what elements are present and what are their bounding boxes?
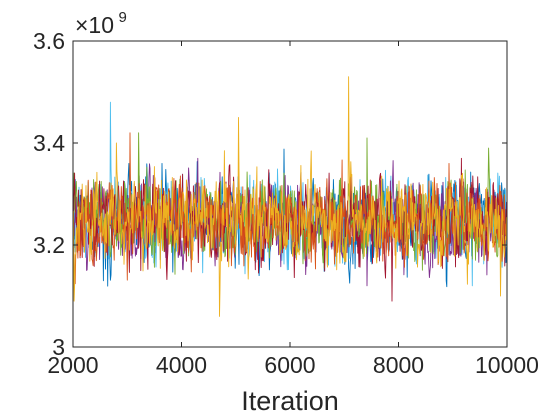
y-tick-label: 3.4 — [33, 130, 65, 156]
x-tick-label: 2000 — [47, 352, 98, 378]
tick-layer: 2000 4000 6000 8000 10000 3 3.2 3.4 3.6 — [33, 28, 539, 378]
x-tick-label: 8000 — [373, 352, 424, 378]
y-tick-label: 3.6 — [33, 28, 65, 54]
y-axis-multiplier: ×10 9 — [75, 9, 127, 38]
y-tick-label: 3 — [52, 334, 65, 360]
x-axis-label: Iteration — [241, 386, 339, 416]
x-tick-label: 6000 — [264, 352, 315, 378]
series-layer — [72, 76, 508, 317]
series-line-7 — [72, 76, 508, 317]
y-tick-label: 3.2 — [33, 232, 65, 258]
y-multiplier-base: ×10 — [75, 12, 114, 38]
x-tick-label: 10000 — [475, 352, 539, 378]
y-multiplier-exponent: 9 — [118, 9, 126, 26]
x-tick-label: 4000 — [156, 352, 207, 378]
